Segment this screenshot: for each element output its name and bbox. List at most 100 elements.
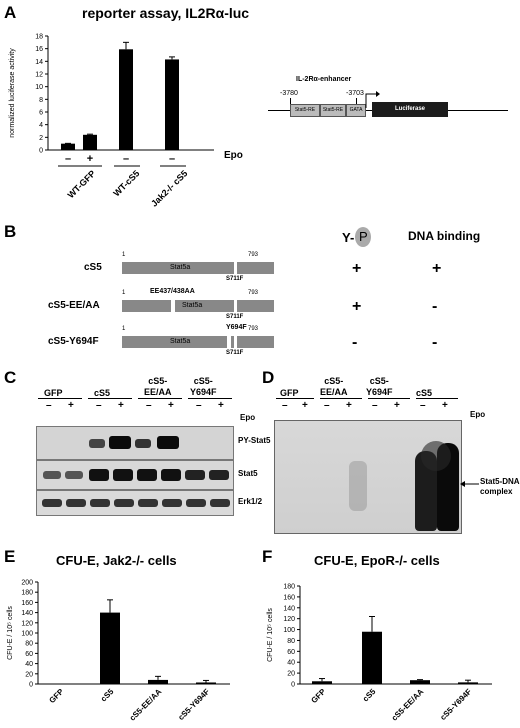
x-tick-label: GFP [309, 687, 327, 705]
enhancer-pos-left: -3780 [280, 90, 298, 97]
chart-e: 0 20 40 60 80 100 120 140 160 180 200 CFU-E / 10⁵ c… [7, 580, 230, 723]
c-group-gfp: GFP [44, 388, 63, 398]
y-tick-label: 10 [35, 84, 43, 91]
col-header-ptyr: Y- P [342, 227, 372, 247]
panel-b-letter: B [4, 222, 17, 241]
col-y-label: Y- [342, 229, 355, 245]
x-tick-label: cS5-EE/AA [128, 687, 164, 723]
stat5-re-box-1: Stat5-RE [290, 104, 320, 117]
y-tick-label: 120 [21, 620, 33, 627]
blot-label-erk: Erk1/2 [238, 497, 263, 506]
epo-sign: – [123, 153, 129, 165]
d-arrow-label: Stat5-DNA complex [480, 477, 520, 496]
y-axis-label: CFU-E / 10⁵ cells [267, 608, 274, 662]
stat5a-bar [122, 336, 274, 348]
phospho-p-icon: P [355, 227, 372, 247]
construct-start: 1 [122, 252, 126, 258]
x-tick-label: cS5-Y694F [176, 687, 211, 722]
promoter-arrow-icon [365, 91, 380, 108]
x-tick-label: GFP [47, 687, 65, 705]
construct-name: cS5-EE/AA [48, 300, 100, 311]
construct-end: 793 [248, 326, 259, 332]
y-tick-label: 60 [25, 651, 33, 658]
panel-a-letter: A [4, 3, 17, 22]
bar [165, 59, 179, 150]
stat5a-bar [122, 262, 274, 274]
group-label: WT-GFP [66, 168, 98, 200]
y-tick-label: 140 [283, 605, 295, 612]
d-group-y694f: cS5- Y694F [366, 376, 393, 397]
y-tick-label: 40 [287, 660, 295, 667]
panel-e-title: CFU-E, Jak2-/- cells [56, 553, 177, 568]
bar [458, 682, 478, 684]
construct-end: 793 [248, 290, 259, 296]
y-tick-label: 18 [35, 34, 43, 41]
c-group-cs5: cS5 [94, 388, 111, 398]
d-group-cs5: cS5 [416, 388, 433, 398]
epo-label-a: Epo [224, 150, 243, 161]
y-tick-label: 200 [21, 580, 33, 587]
panel-c-header: GFP cS5 cS5- EE/AA cS5- Y694F [38, 372, 260, 412]
dna-binding-status: - [432, 334, 438, 351]
construct-mutation-top: EE437/438AA [150, 288, 195, 295]
y-tick-label: 12 [35, 72, 43, 79]
bar [312, 681, 332, 684]
enhancer-title: IL-2Rα-enhancer [296, 76, 352, 83]
stat5-re-box-2: Stat5-RE [320, 104, 346, 117]
y-tick-label: 80 [25, 641, 33, 648]
blot-label-py-stat5: PY-Stat5 [238, 436, 271, 445]
luciferase-box: Luciferase [372, 102, 448, 117]
gata-box: GATA [346, 104, 366, 117]
bar [410, 680, 430, 684]
arrow-left-icon [460, 481, 479, 487]
bar [119, 49, 133, 150]
construct-mutation-bottom: S711F [226, 314, 244, 320]
epo-sign: – [169, 153, 175, 165]
chart-a: 0 2 4 6 8 10 12 14 16 18 normalized luciferase act… [9, 34, 214, 208]
bar [148, 679, 168, 684]
y-tick-label: 20 [25, 671, 33, 678]
y-axis-label: normalized luciferase activity [9, 48, 16, 138]
panel-a-title: reporter assay, IL2Rα-luc [82, 5, 250, 21]
y-tick-label: 100 [21, 631, 33, 638]
y-tick-label: 0 [39, 148, 43, 155]
epo-sign: + [87, 153, 93, 165]
d-group-eeaa: cS5- EE/AA [320, 376, 348, 397]
x-tick-label: cS5 [361, 687, 378, 704]
dna-binding-status: - [432, 298, 438, 315]
emsa-gel [274, 420, 462, 534]
panel-c-letter: C [4, 368, 17, 387]
bar [83, 134, 97, 150]
enhancer-diagram: IL-2Rα-enhancer -3780 -3703 Stat5-RE Sta… [268, 76, 508, 136]
panel-f-title: CFU-E, EpoR-/- cells [314, 553, 440, 568]
y-tick-label: 140 [21, 610, 33, 617]
ptyr-status: + [352, 260, 362, 277]
blot-py-stat5 [36, 426, 234, 460]
y-tick-label: 180 [21, 590, 33, 597]
bar [61, 143, 75, 150]
construct-row: cS5 1 793 Stat5a S711F + + [0, 252, 520, 286]
ptyr-status: + [352, 298, 362, 315]
construct-mutation-bottom: S711F [226, 350, 244, 356]
construct-row: cS5-Y694F 1 793 Y694F Stat5a S711F - - [0, 324, 520, 360]
construct-mutation-top: Y694F [226, 324, 247, 331]
construct-end: 793 [248, 252, 259, 258]
y-tick-label: 16 [35, 46, 43, 53]
bar [196, 682, 216, 684]
enhancer-pos-right: -3703 [346, 90, 364, 97]
bar [362, 631, 382, 684]
y-tick-label: 6 [39, 110, 43, 117]
d-epo-label: Epo [470, 410, 486, 419]
construct-name: cS5-Y694F [48, 336, 99, 347]
x-tick-label: cS5-Y694F [438, 687, 473, 722]
stat5a-label: Stat5a [170, 264, 191, 271]
y-tick-label: 4 [39, 122, 43, 129]
panel-d-letter: D [262, 368, 275, 387]
y-tick-label: 80 [287, 638, 295, 645]
y-tick-label: 40 [25, 661, 33, 668]
c-group-y694f: cS5- Y694F [190, 376, 217, 397]
y-axis-label: CFU-E / 10⁵ cells [7, 606, 14, 660]
construct-mutation-bottom: S711F [226, 276, 244, 282]
c-group-eeaa: cS5- EE/AA [144, 376, 172, 397]
stat5a-label: Stat5a [170, 338, 191, 345]
